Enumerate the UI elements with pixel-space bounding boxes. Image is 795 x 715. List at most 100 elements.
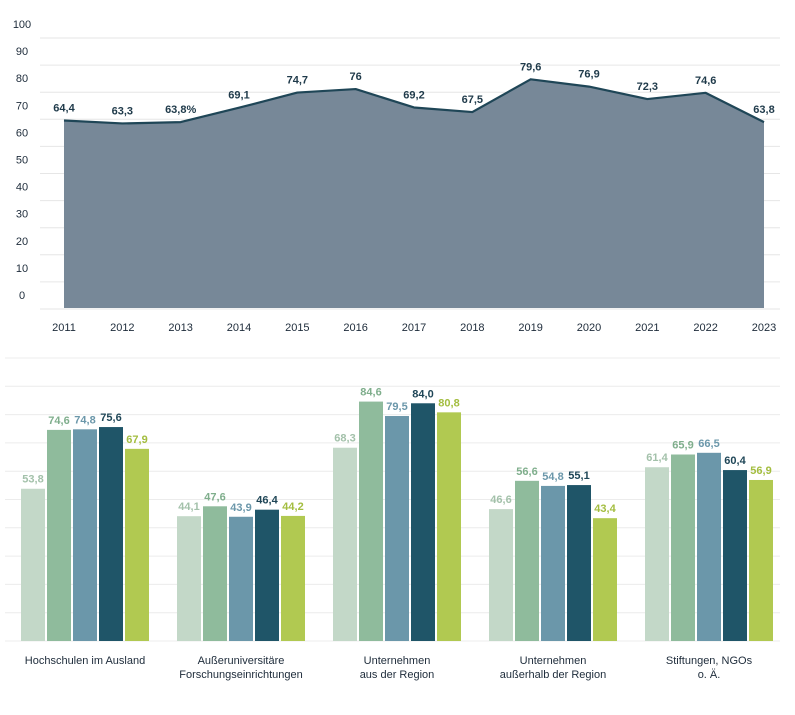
bar	[541, 486, 565, 641]
bar	[489, 509, 513, 641]
bar	[177, 516, 201, 641]
bar	[411, 403, 435, 641]
bar-data-label: 44,2	[282, 501, 303, 513]
x-tick-label: 2023	[752, 322, 776, 334]
y-tick-label: 70	[16, 100, 28, 112]
bar	[437, 412, 461, 641]
bar	[229, 517, 253, 641]
bar-data-label: 56,6	[516, 466, 537, 478]
data-label: 63,3	[112, 105, 133, 117]
bar-data-label: 79,5	[386, 401, 407, 413]
bar-group: 61,4 65,9 66,5 60,4 56,9	[645, 438, 773, 641]
data-label: 64,4	[53, 102, 75, 114]
bar-data-label: 61,4	[646, 452, 668, 464]
bar-data-label: 80,8	[438, 397, 459, 409]
x-tick-label: 2022	[693, 322, 717, 334]
x-tick-label: 2012	[110, 322, 134, 334]
data-label: 63,8	[753, 104, 774, 116]
bar-group: 44,1 47,6 43,9 46,4 44,2	[177, 491, 305, 641]
bar-data-label: 60,4	[724, 455, 746, 467]
bar-data-label: 46,4	[256, 495, 278, 507]
x-tick-label: 2015	[285, 322, 309, 334]
data-label: 74,7	[287, 75, 308, 87]
category-label: Unternehmen außerhalb der Region	[478, 654, 628, 682]
y-tick-label: 50	[16, 155, 28, 167]
bar-group: 53,8 74,6 74,8 75,6 67,9	[21, 412, 149, 641]
y-tick-label: 100	[13, 19, 31, 31]
bar	[203, 506, 227, 641]
bar	[333, 448, 357, 641]
category-label: Hochschulen im Ausland	[10, 654, 160, 668]
bar-data-label: 44,1	[178, 501, 199, 513]
bar	[281, 516, 305, 641]
x-tick-label: 2018	[460, 322, 484, 334]
bar	[385, 416, 409, 641]
bar	[255, 510, 279, 641]
data-label: 76,9	[578, 69, 599, 81]
data-label: 69,1	[228, 90, 249, 102]
data-label: 67,5	[462, 94, 483, 106]
bar	[125, 449, 149, 641]
y-tick-label: 10	[16, 263, 28, 275]
data-label: 76	[350, 71, 362, 83]
x-tick-label: 2020	[577, 322, 601, 334]
y-tick-label: 60	[16, 127, 28, 139]
bar-group: 68,3 84,6 79,5 84,0 80,8	[333, 387, 461, 641]
x-tick-label: 2019	[518, 322, 542, 334]
x-tick-label: 2011	[52, 322, 76, 334]
bar	[359, 402, 383, 641]
bar-data-label: 43,9	[230, 502, 251, 514]
data-label: 74,6	[695, 75, 716, 87]
area-chart: 0 10 20 30 40 50 60 70 80 90 100 64,4 63,3 63,8% 69,1 7…	[13, 19, 780, 334]
data-label: 63,8%	[165, 104, 196, 116]
bar	[21, 489, 45, 641]
bar-data-label: 54,8	[542, 471, 563, 483]
bar	[515, 481, 539, 641]
y-tick-label: 20	[16, 236, 28, 248]
bar-data-label: 65,9	[672, 440, 693, 452]
bar-data-label: 55,1	[568, 470, 589, 482]
category-label: Stiftungen, NGOs o. Ä.	[634, 654, 784, 682]
data-label: 72,3	[637, 81, 658, 93]
bar-data-label: 68,3	[334, 433, 355, 445]
bar	[567, 485, 591, 641]
category-label: Außeruniversitäre Forschungseinrichtunge…	[166, 654, 316, 682]
bar-data-label: 67,9	[126, 434, 147, 446]
bar-data-label: 66,5	[698, 438, 719, 450]
bar-chart: 53,8 74,6 74,8 75,6 67,9 44,1 47,6 43,9 46,4 44,2…	[5, 358, 780, 641]
data-label: 69,2	[403, 89, 424, 101]
y-tick-label: 40	[16, 182, 28, 194]
x-tick-label: 2014	[227, 322, 251, 334]
x-tick-label: 2016	[343, 322, 367, 334]
x-tick-label: 2017	[402, 322, 426, 334]
bar-data-label: 53,8	[22, 474, 43, 486]
data-label: 79,6	[520, 61, 541, 73]
bar-data-label: 84,0	[412, 388, 433, 400]
bar	[671, 455, 695, 641]
y-tick-label: 90	[16, 46, 28, 58]
category-label: Unternehmen aus der Region	[322, 654, 472, 682]
bar-data-label: 74,6	[48, 415, 69, 427]
bar	[99, 427, 123, 641]
x-tick-label: 2013	[168, 322, 192, 334]
bar-data-label: 84,6	[360, 387, 381, 399]
bar	[47, 430, 71, 641]
bar-data-label: 74,8	[74, 414, 95, 426]
bar	[73, 429, 97, 641]
bar	[593, 518, 617, 641]
bar-data-label: 47,6	[204, 491, 225, 503]
bar-data-label: 56,9	[750, 465, 771, 477]
bar-data-label: 43,4	[594, 503, 616, 515]
bar	[645, 467, 669, 641]
bar-data-label: 46,6	[490, 494, 511, 506]
bar	[749, 480, 773, 641]
bar	[697, 453, 721, 641]
y-tick-label: 0	[19, 290, 25, 302]
bar-data-label: 75,6	[100, 412, 121, 424]
bar	[723, 470, 747, 641]
y-tick-label: 30	[16, 209, 28, 221]
y-tick-label: 80	[16, 73, 28, 85]
x-tick-label: 2021	[635, 322, 659, 334]
